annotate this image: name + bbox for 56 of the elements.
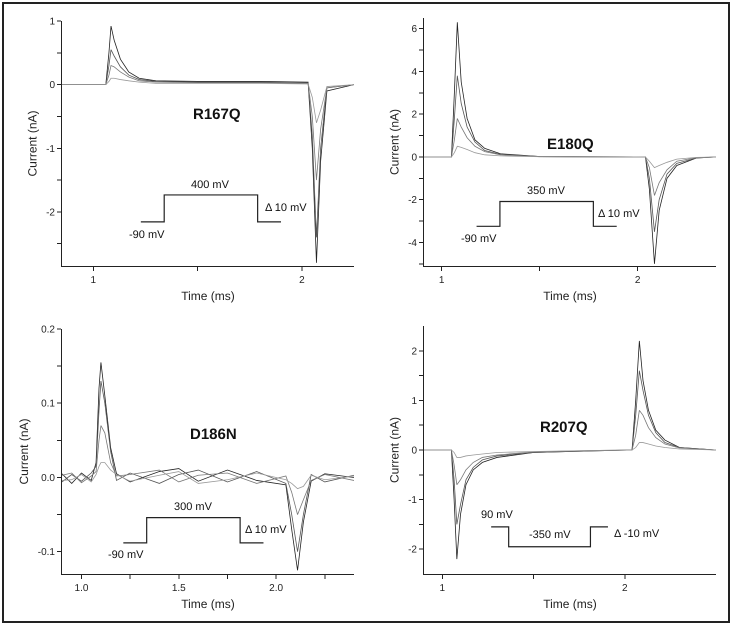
y-tick-label: 0 [411,152,418,164]
y-tick-label: 6 [411,24,418,36]
text: R167Q [193,106,241,123]
y-axis-title: Current (nA) [25,110,40,177]
y-tick-label: 0.1 [41,398,56,410]
x-tick-label: 2 [299,275,306,286]
line-series [62,462,354,490]
x-tick-label: 1 [90,275,97,286]
x-tick-label: 2 [622,583,628,594]
line-series [62,78,354,124]
y-tick-label: -1 [46,144,56,155]
y-tick-label: 0.2 [41,324,56,336]
x-tick-label: 1 [438,275,445,286]
x-tick-label: 1 [439,583,446,594]
annotation: 300 mV [174,501,213,513]
x-axis-title: Time (ms) [543,596,597,611]
y-tick-label: -2 [408,544,418,556]
text: R207Q [540,419,588,436]
y-tick-label: 2 [411,346,418,358]
text: D186N [190,426,237,443]
y-tick-label: -1 [408,495,418,506]
annotation: -350 mV [529,529,572,541]
annotation: 90 mV [481,509,514,521]
y-tick-label: 2 [411,110,418,121]
y-axis-title: Current (nA) [387,108,402,176]
y-tick-label: -4 [408,238,418,249]
y-tick-label: 1 [411,396,418,407]
annotation: Δ 10 mV [265,202,308,214]
x-tick-label: 1.0 [74,583,89,594]
line-series [424,442,716,458]
annotation: 400 mV [191,179,230,191]
annotation: 350 mV [527,185,566,197]
y-tick-label: 0.0 [41,472,56,484]
text: E180Q [547,136,594,153]
x-tick-label: 2 [634,275,641,286]
annotation: -90 mV [108,549,144,561]
y-tick-label: -2 [46,207,56,218]
y-axis-title: Current (nA) [387,416,402,484]
y-tick-label: 4 [411,66,418,78]
y-tick-label: -2 [408,195,418,206]
y-tick-label: 0 [49,80,56,92]
line-series [62,425,354,516]
x-axis-title: Time (ms) [181,596,235,611]
x-axis-title: Time (ms) [543,288,597,303]
x-axis-title: Time (ms) [181,288,235,303]
y-tick-label: 1 [49,16,56,28]
x-tick-label: 2.0 [269,583,284,594]
y-axis-title: Current (nA) [17,418,32,485]
annotation: Δ 10 mV [245,524,288,536]
annotation: Δ 10 mV [598,208,640,220]
x-tick-label: 1.5 [172,583,186,594]
y-tick-label: 0 [411,446,418,456]
y-tick-label: -0.1 [38,547,56,558]
annotation: -90 mV [129,229,166,241]
annotation: -90 mV [461,233,498,245]
annotation: Δ -10 mV [614,528,660,540]
